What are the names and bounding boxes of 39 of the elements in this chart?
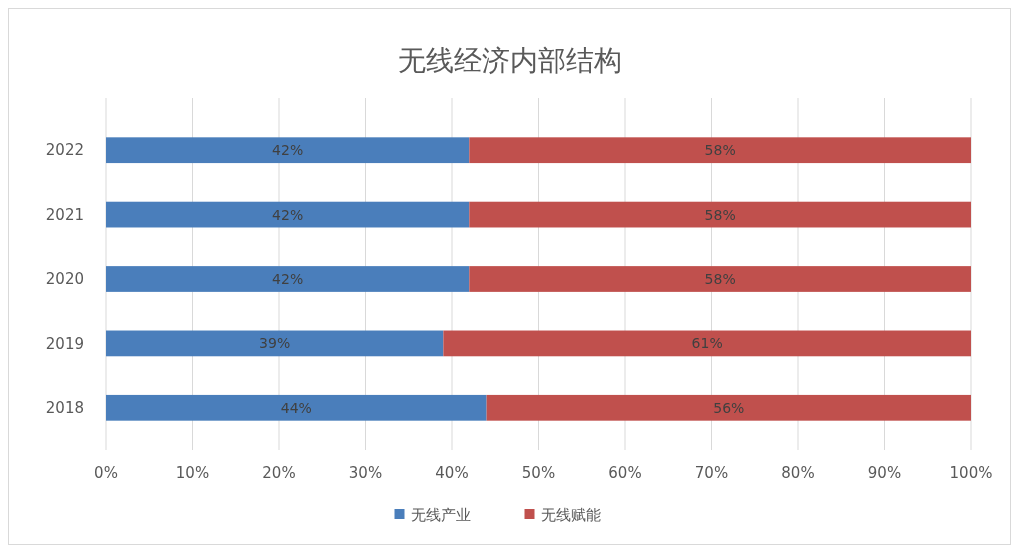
legend-label: 无线产业 [410,506,471,525]
data-label: 42% [272,206,304,223]
bar [106,394,487,421]
x-tick-label: 80% [781,464,815,482]
bar [106,330,444,357]
x-tick-label: 10% [175,464,210,482]
bar [469,137,971,164]
x-tick-label: 90% [867,464,902,482]
bar [106,137,470,164]
x-tick-label: 70% [694,464,729,482]
data-label: 58% [704,270,736,287]
chart-title: 无线经济内部结构 [397,44,622,77]
bar [486,394,971,421]
data-label: 39% [259,335,291,352]
x-tick-label: 30% [348,464,383,482]
bar [106,201,470,228]
data-label: 42% [272,270,304,287]
bar [106,266,470,292]
data-label: 56% [713,399,745,416]
bar [469,201,971,228]
data-label: 44% [280,399,312,416]
data-label: 58% [704,142,736,159]
bar [443,330,971,357]
bar [469,266,971,292]
data-label: 42% [272,142,304,159]
y-tick-label: 2018 [45,399,84,418]
x-tick-label: 40% [435,464,469,482]
data-label: 61% [691,335,723,352]
x-tick-label: 60% [608,464,642,482]
y-tick-label: 2022 [45,141,84,160]
y-tick-label: 2021 [45,205,84,224]
x-tick-label: 0% [94,464,118,482]
legend-label: 无线赋能 [540,506,601,525]
y-tick-label: 2019 [45,334,84,353]
x-tick-label: 50% [521,464,556,482]
x-tick-label: 100% [949,464,993,482]
data-label: 58% [704,206,736,223]
y-tick-label: 2020 [45,270,84,289]
x-tick-label: 20% [262,464,296,482]
